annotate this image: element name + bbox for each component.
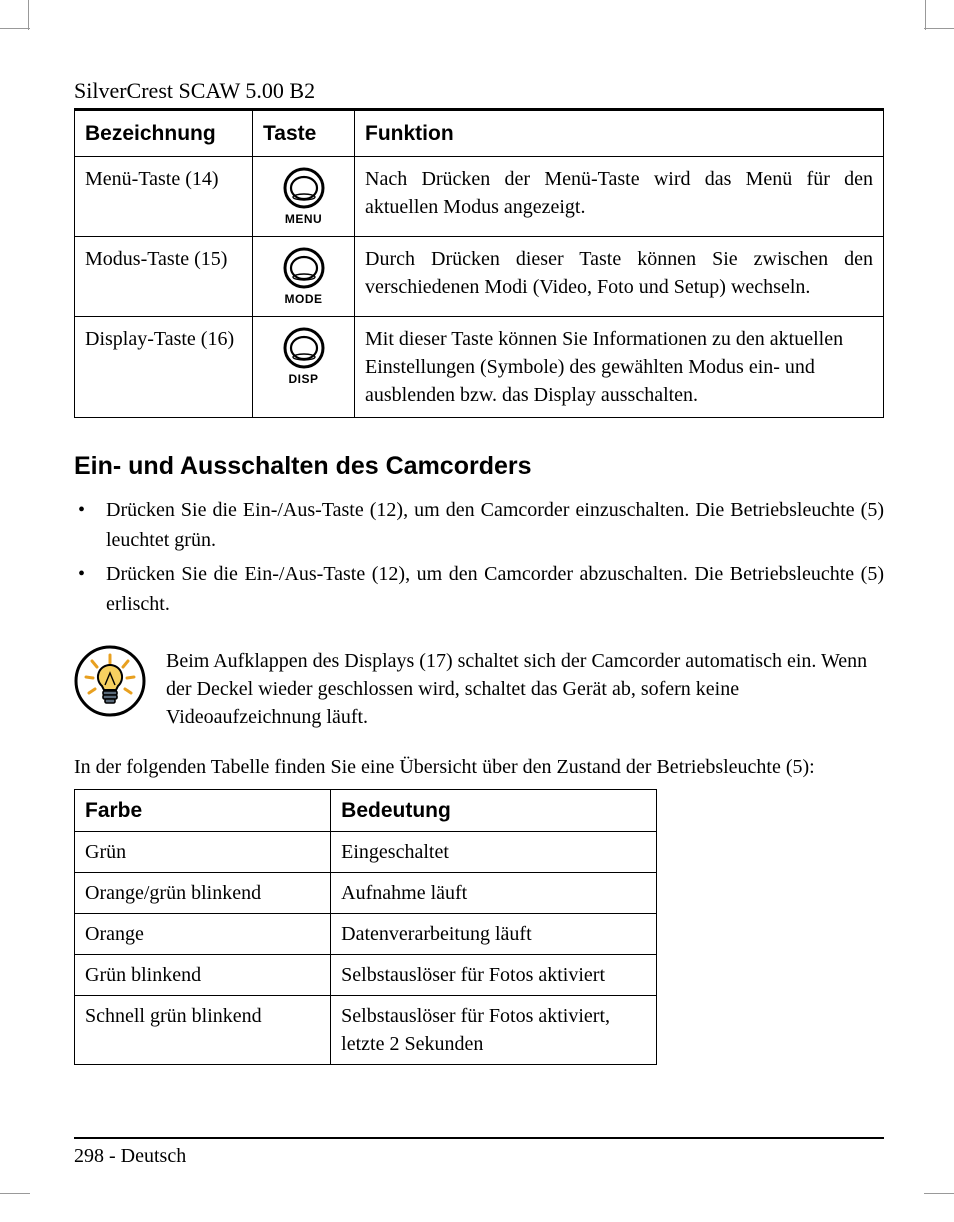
list-item: Drücken Sie die Ein-/Aus-Taste (12), um …	[106, 495, 884, 555]
button-label: MODE	[263, 291, 344, 308]
page-header: SilverCrest SCAW 5.00 B2	[74, 78, 884, 110]
button-label: DISP	[263, 371, 344, 388]
cell-farbe: Grün	[75, 832, 331, 873]
footer-rule	[74, 1137, 884, 1139]
button-label: MENU	[263, 211, 344, 228]
cell-icon: DISP	[253, 316, 355, 417]
definition-table: Bezeichnung Taste Funktion Menü-Taste (1…	[74, 110, 884, 418]
cell-func: Nach Drücken der Menü-Taste wird das Men…	[355, 157, 884, 237]
th-taste: Taste	[253, 111, 355, 157]
table-row: Grün blinkend Selbstauslöser für Fotos a…	[75, 955, 657, 996]
list-item: Drücken Sie die Ein-/Aus-Taste (12), um …	[106, 559, 884, 619]
th-farbe: Farbe	[75, 789, 331, 831]
page: SilverCrest SCAW 5.00 B2 Bezeichnung Tas…	[0, 0, 954, 1222]
note-box: Beim Aufklappen des Displays (17) schalt…	[74, 645, 884, 731]
button-icon	[283, 167, 325, 209]
cell-farbe: Schnell grün blinkend	[75, 996, 331, 1065]
table-row: Menü-Taste (14) MENU Nach Drücken der Me…	[75, 157, 884, 237]
cell-bedeutung: Datenverarbeitung läuft	[331, 914, 657, 955]
table-row: Orange/grün blinkend Aufnahme läuft	[75, 873, 657, 914]
crop-mark	[0, 1193, 30, 1194]
table-row: Modus-Taste (15) MODE Durch Drücken dies…	[75, 237, 884, 317]
bullet-list: Drücken Sie die Ein-/Aus-Taste (12), um …	[74, 495, 884, 619]
th-bedeutung: Bedeutung	[331, 789, 657, 831]
footer-text: 298 - Deutsch	[74, 1145, 884, 1168]
crop-mark	[924, 28, 954, 29]
table-row: Display-Taste (16) DISP Mit dieser Taste…	[75, 316, 884, 417]
cell-name: Display-Taste (16)	[75, 316, 253, 417]
color-table: Farbe Bedeutung Grün Eingeschaltet Orang…	[74, 789, 657, 1065]
cell-bedeutung: Selbstauslöser für Fotos aktiviert, letz…	[331, 996, 657, 1065]
crop-mark	[925, 0, 926, 30]
cell-bedeutung: Selbstauslöser für Fotos aktiviert	[331, 955, 657, 996]
cell-func: Durch Drücken dieser Taste können Sie zw…	[355, 237, 884, 317]
th-funktion: Funktion	[355, 111, 884, 157]
cell-farbe: Orange/grün blinkend	[75, 873, 331, 914]
table-header-row: Farbe Bedeutung	[75, 789, 657, 831]
note-text: Beim Aufklappen des Displays (17) schalt…	[166, 645, 884, 731]
section-heading: Ein- und Ausschalten des Camcorders	[74, 452, 884, 481]
lightbulb-icon	[74, 645, 146, 717]
page-footer: 298 - Deutsch	[74, 1137, 884, 1168]
cell-farbe: Orange	[75, 914, 331, 955]
crop-mark	[0, 28, 30, 29]
crop-mark	[924, 1193, 954, 1194]
cell-icon: MENU	[253, 157, 355, 237]
th-bezeichnung: Bezeichnung	[75, 111, 253, 157]
lead-paragraph: In der folgenden Tabelle finden Sie eine…	[74, 753, 884, 781]
button-icon	[283, 327, 325, 369]
table-row: Grün Eingeschaltet	[75, 832, 657, 873]
button-icon	[283, 247, 325, 289]
cell-name: Modus-Taste (15)	[75, 237, 253, 317]
cell-func: Mit dieser Taste können Sie Informatione…	[355, 316, 884, 417]
cell-bedeutung: Eingeschaltet	[331, 832, 657, 873]
cell-bedeutung: Aufnahme läuft	[331, 873, 657, 914]
table-header-row: Bezeichnung Taste Funktion	[75, 111, 884, 157]
cell-name: Menü-Taste (14)	[75, 157, 253, 237]
header-title: SilverCrest SCAW 5.00 B2	[74, 78, 884, 104]
table-row: Orange Datenverarbeitung läuft	[75, 914, 657, 955]
table-row: Schnell grün blinkend Selbstauslöser für…	[75, 996, 657, 1065]
crop-mark	[28, 0, 29, 30]
cell-farbe: Grün blinkend	[75, 955, 331, 996]
cell-icon: MODE	[253, 237, 355, 317]
